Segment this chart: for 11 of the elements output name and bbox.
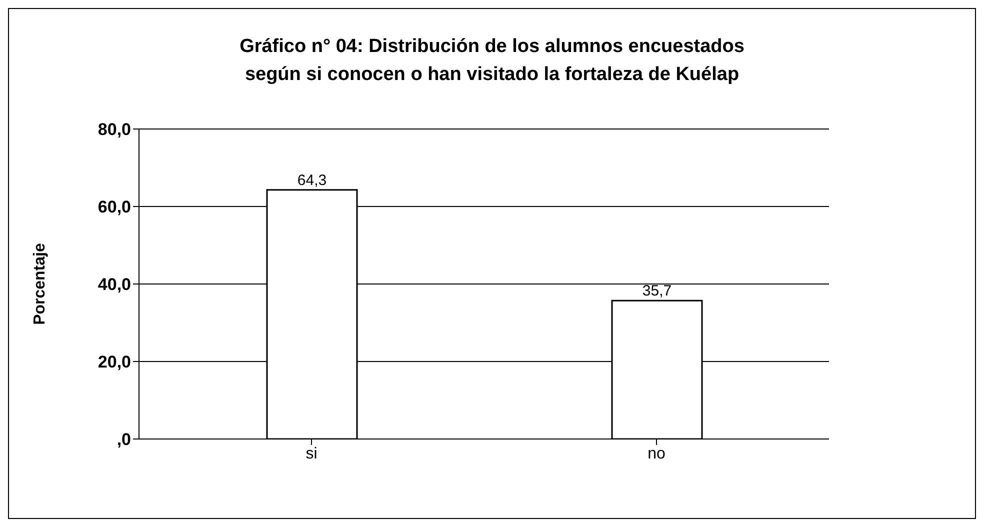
y-tick-label: 60,0 bbox=[98, 198, 131, 217]
y-tick-label: ,0 bbox=[116, 430, 131, 450]
y-axis-title: Porcentaje bbox=[32, 242, 49, 325]
data-label: 35,7 bbox=[642, 282, 672, 300]
data-label: 64,3 bbox=[297, 172, 327, 189]
chart-title: Gráfico n° 04: Distribución de los alumnos encuestados según si conocen o han visitado la fortaleza de Kuélap bbox=[238, 35, 746, 87]
x-tick-label: si bbox=[306, 445, 318, 462]
y-tick-label: 20,0 bbox=[98, 352, 131, 372]
x-tick-label: no bbox=[648, 445, 666, 462]
y-tick-label: 40,0 bbox=[98, 275, 131, 294]
y-tick-label: 80,0 bbox=[98, 120, 131, 140]
